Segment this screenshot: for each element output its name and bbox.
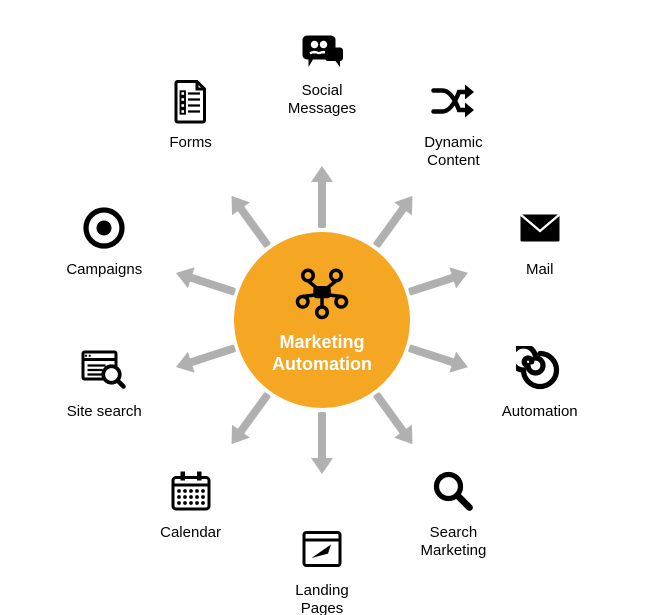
spiral-icon (513, 343, 567, 397)
node-forms: Forms (136, 74, 246, 152)
forms-icon (164, 74, 218, 128)
arrow-search-marketing (370, 390, 417, 447)
node-label-site-search: Site search (67, 403, 142, 421)
node-dynamic-content: Dynamic Content (398, 74, 508, 170)
hub: Marketing Automation (234, 232, 410, 408)
mail-icon (516, 204, 564, 252)
node-calendar: Calendar (136, 464, 246, 542)
node-mail: Mail (485, 201, 595, 279)
node-site-search: Site search (49, 343, 159, 421)
arrow-site-search (175, 342, 236, 374)
hub-label: Marketing Automation (272, 332, 372, 375)
social-icon (295, 22, 349, 76)
forms-icon (167, 77, 215, 125)
social-icon (298, 25, 346, 73)
node-search-marketing: Search Marketing (398, 464, 508, 560)
arrow-automation (407, 342, 468, 374)
arrow-social-messages (315, 168, 329, 228)
node-label-mail: Mail (526, 261, 554, 279)
node-label-automation: Automation (502, 403, 578, 421)
arrow-calendar (227, 390, 274, 447)
node-social-messages: Social Messages (267, 22, 377, 118)
arrow-dynamic-content (370, 193, 417, 250)
diagram-stage: Marketing Automation Social Messages Dyn… (0, 0, 645, 615)
mail-icon (513, 201, 567, 255)
search-icon (426, 464, 480, 518)
target-icon (80, 204, 128, 252)
sitesearch-icon (77, 343, 131, 397)
search-icon (429, 467, 477, 515)
landing-icon (295, 522, 349, 576)
shuffle-icon (429, 77, 477, 125)
node-label-search-marketing: Search Marketing (420, 524, 486, 560)
node-automation: Automation (485, 343, 595, 421)
node-label-dynamic-content: Dynamic Content (424, 134, 482, 170)
node-label-social-messages: Social Messages (288, 82, 356, 118)
target-icon (77, 201, 131, 255)
arrow-mail (407, 266, 468, 298)
network-icon (294, 265, 350, 326)
spiral-icon (516, 346, 564, 394)
sitesearch-icon (80, 346, 128, 394)
node-label-calendar: Calendar (160, 524, 221, 542)
node-landing-pages: Landing Pages (267, 522, 377, 615)
node-label-campaigns: Campaigns (66, 261, 142, 279)
landing-icon (298, 525, 346, 573)
arrow-campaigns (175, 266, 236, 298)
arrow-forms (227, 193, 274, 250)
shuffle-icon (426, 74, 480, 128)
node-label-landing-pages: Landing Pages (295, 582, 348, 615)
network-icon (294, 265, 350, 321)
node-campaigns: Campaigns (49, 201, 159, 279)
calendar-icon (164, 464, 218, 518)
arrow-landing-pages (315, 412, 329, 472)
node-label-forms: Forms (169, 134, 212, 152)
calendar-icon (167, 467, 215, 515)
